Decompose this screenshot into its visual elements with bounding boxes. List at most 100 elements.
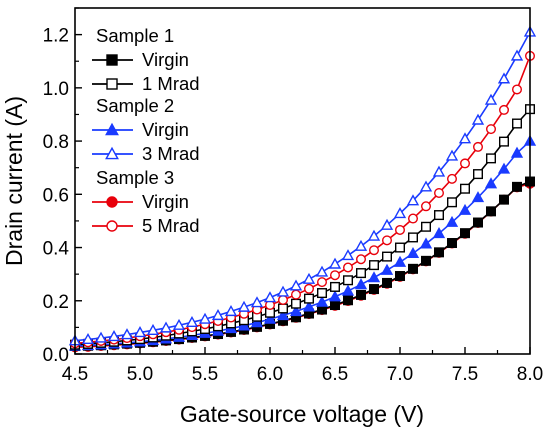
data-point	[499, 104, 510, 115]
x-tick-label: 6.0	[257, 364, 283, 385]
data-point	[421, 221, 432, 232]
legend-label: Virgin	[142, 49, 189, 70]
y-tick-label: 1.2	[43, 26, 69, 47]
data-point	[406, 247, 420, 259]
data-point	[408, 213, 419, 224]
y-tick-label: 1.0	[43, 79, 69, 100]
legend-marker	[106, 196, 118, 208]
data-point	[367, 229, 381, 241]
data-point	[406, 194, 420, 206]
data-point	[473, 141, 484, 152]
data-point	[473, 217, 484, 228]
data-point	[198, 312, 212, 324]
data-point	[447, 173, 458, 184]
data-point	[276, 285, 290, 297]
data-point	[471, 113, 485, 125]
data-point	[447, 238, 458, 249]
data-point	[382, 251, 393, 262]
data-point	[473, 169, 484, 180]
data-point	[317, 288, 328, 299]
data-point	[369, 284, 380, 295]
data-point	[263, 312, 277, 324]
data-point	[432, 227, 446, 239]
data-point	[445, 215, 459, 227]
x-tick-label: 7.0	[387, 364, 413, 385]
legend-marker	[105, 122, 119, 136]
data-point	[356, 254, 367, 265]
data-point	[328, 257, 342, 269]
data-point	[471, 191, 485, 203]
data-point	[94, 331, 108, 343]
x-tick-label: 5.0	[127, 364, 153, 385]
data-point	[512, 118, 523, 129]
data-point	[315, 265, 329, 277]
legend-label: 1 Mrad	[142, 73, 200, 94]
data-point	[289, 305, 303, 317]
data-point	[419, 237, 433, 249]
data-point	[510, 49, 524, 61]
data-point	[276, 309, 290, 321]
data-point	[393, 207, 407, 219]
data-point	[382, 235, 393, 246]
data-point	[133, 326, 147, 338]
legend-marker	[106, 78, 118, 90]
data-point	[356, 268, 367, 279]
data-point	[369, 245, 380, 256]
data-point	[367, 271, 381, 283]
legend-label: Virgin	[142, 119, 189, 140]
data-point	[408, 263, 419, 274]
data-point	[250, 296, 264, 308]
x-tick-label: 8.0	[517, 364, 543, 385]
data-point	[224, 305, 238, 317]
data-point	[395, 224, 406, 235]
data-point	[419, 180, 433, 192]
data-point	[304, 283, 315, 294]
y-tick-label: 0.4	[43, 239, 70, 260]
data-point	[447, 197, 458, 208]
y-tick-label: 0.0	[43, 345, 69, 366]
data-point	[432, 165, 446, 177]
data-point	[330, 300, 341, 311]
data-point	[302, 272, 316, 284]
legend-group-title: Sample 2	[96, 95, 174, 116]
y-tick-label: 0.2	[43, 292, 69, 313]
data-point	[486, 153, 497, 164]
data-point	[278, 294, 289, 305]
legend-group-title: Sample 3	[96, 167, 174, 188]
data-point	[369, 260, 380, 271]
data-point	[499, 194, 510, 205]
data-point	[460, 158, 471, 169]
data-point	[341, 284, 355, 296]
data-point	[434, 210, 445, 221]
data-point	[317, 277, 328, 288]
data-point	[486, 124, 497, 135]
data-point	[263, 291, 277, 303]
legend-label: 5 Mrad	[142, 215, 200, 236]
data-point	[185, 315, 199, 327]
data-point	[382, 277, 393, 288]
legend-label: 3 Mrad	[142, 143, 200, 164]
data-point	[120, 328, 134, 340]
x-tick-label: 4.5	[62, 364, 88, 385]
series-0	[69, 176, 536, 352]
legend-marker	[105, 146, 119, 160]
x-tick-label: 6.5	[322, 364, 348, 385]
data-point	[499, 136, 510, 147]
data-point	[354, 239, 368, 251]
data-point	[291, 298, 302, 309]
data-point	[328, 290, 342, 302]
legend-marker	[106, 220, 118, 232]
data-point	[159, 321, 173, 333]
data-point	[315, 295, 329, 307]
data-point	[421, 255, 432, 266]
data-point	[512, 181, 523, 192]
data-point	[146, 323, 160, 335]
data-point	[330, 270, 341, 281]
data-point	[484, 177, 498, 189]
data-point	[484, 93, 498, 105]
data-point	[330, 281, 341, 292]
data-point	[172, 318, 186, 330]
data-point	[458, 203, 472, 215]
